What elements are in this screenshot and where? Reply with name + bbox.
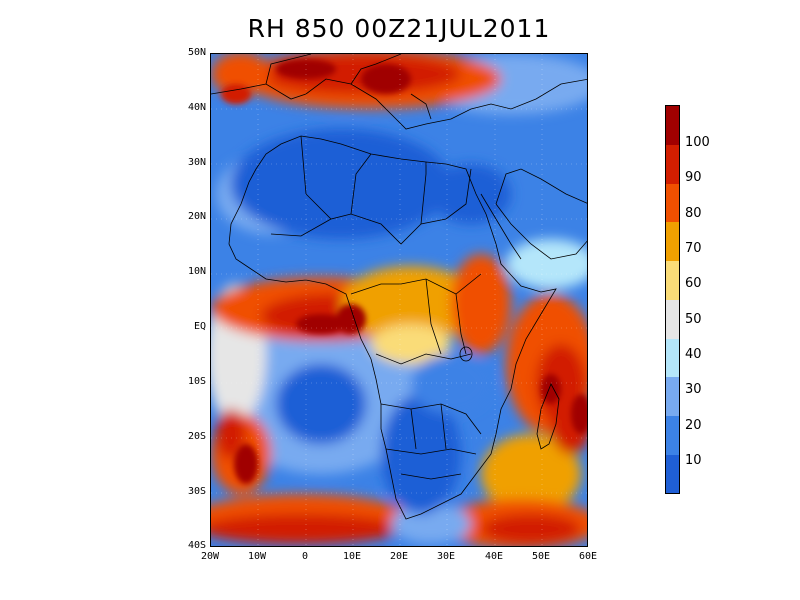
lat-label-50n: 50N [187,47,206,58]
lon-label-40e: 40E [484,551,504,562]
colorbar-label-60: 60 [685,276,702,291]
lat-label-20n: 20N [187,211,206,222]
rh-contours-smooth [211,54,587,546]
colorbar-label-90: 90 [685,170,702,185]
colorbar-segment [666,222,679,262]
lon-label-30e: 30E [436,551,456,562]
lat-label-30n: 30N [187,157,206,168]
page-title: RH 850 00Z21JUL2011 [247,14,551,43]
lon-label-20e: 20E [389,551,409,562]
colorbar-segment [666,299,679,339]
lat-label-40n: 40N [187,102,206,113]
colorbar-segment [666,454,679,493]
lat-label-20s: 20S [187,431,206,442]
colorbar-segment [666,260,679,300]
lat-label-40s: 40S [187,540,206,551]
lon-label-10e: 10E [342,551,362,562]
lon-label-20w: 20W [200,551,220,562]
rh-field-map [211,54,587,546]
colorbar-label-80: 80 [685,206,702,221]
lat-label-30s: 30S [187,486,206,497]
colorbar-segment [666,338,679,378]
lat-label-10s: 10S [187,376,206,387]
colorbar-label-10: 10 [685,453,702,468]
colorbar-segment [666,376,679,416]
colorbar [665,105,680,494]
lon-label-50e: 50E [531,551,551,562]
colorbar-label-40: 40 [685,347,702,362]
rh-contours-detail [221,59,587,484]
colorbar-label-50: 50 [685,312,702,327]
colorbar-segment [666,183,679,223]
lon-label-60e: 60E [578,551,598,562]
lat-label-eq: EQ [193,321,206,332]
map-area [210,53,588,547]
colorbar-segment [666,144,679,184]
coastlines [211,54,587,520]
lon-label-10w: 10W [247,551,267,562]
colorbar-segment [666,106,679,145]
lat-label-10n: 10N [187,266,206,277]
colorbar-segment [666,415,679,455]
map-grid [211,54,587,546]
colorbar-label-30: 30 [685,382,702,397]
colorbar-label-70: 70 [685,241,702,256]
lon-label-0: 0 [301,551,309,562]
colorbar-label-100: 100 [685,135,710,150]
colorbar-label-20: 20 [685,418,702,433]
